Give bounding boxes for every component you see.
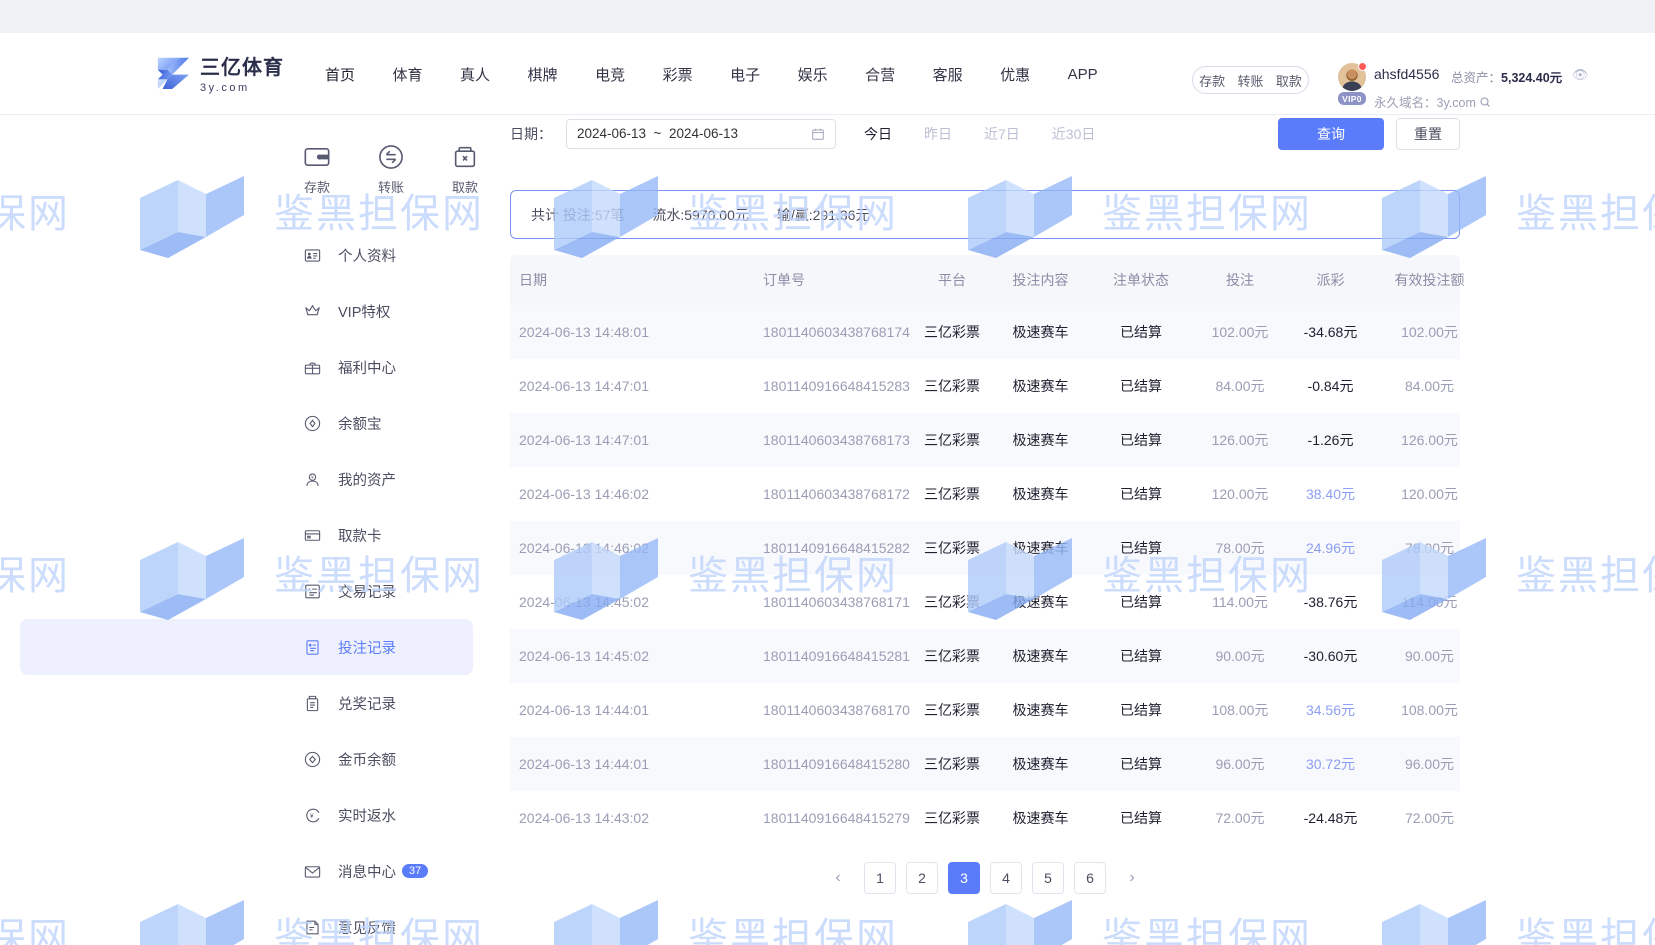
svg-text:¥: ¥ (310, 812, 314, 819)
svg-text:¥: ¥ (311, 474, 314, 480)
